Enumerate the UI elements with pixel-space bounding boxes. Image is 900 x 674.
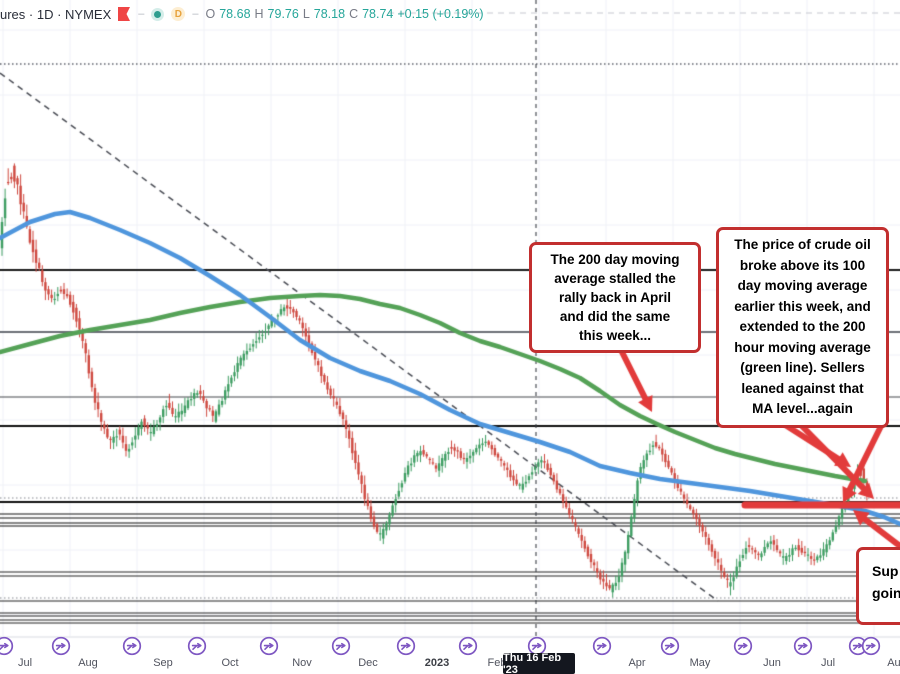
change-value: +0.15 (+0.19%): [397, 7, 484, 21]
contract-rollover-icon[interactable]: [396, 636, 416, 656]
contract-rollover-icon[interactable]: [187, 636, 207, 656]
contract-rollover-icon[interactable]: [259, 636, 279, 656]
interval-badge-icon[interactable]: D: [171, 7, 186, 21]
month-label: Sep: [153, 657, 173, 669]
month-label: Aug: [78, 657, 98, 669]
time-axis[interactable]: Thu 16 Feb '23 Jul Aug Sep Oct Nov Dec 2023 Feb…: [0, 634, 900, 674]
month-label: Jul: [17, 657, 33, 669]
date-tooltip: Thu 16 Feb '23: [503, 652, 575, 674]
low-value: 78.18: [313, 7, 346, 21]
month-label: Jul: [820, 657, 836, 669]
contract-rollover-icon[interactable]: [592, 636, 612, 656]
annotation-note-200dma[interactable]: The 200 day moving average stalled the r…: [529, 242, 701, 353]
month-label: Jun: [763, 657, 781, 669]
contract-rollover-icon[interactable]: [458, 636, 478, 656]
open-value: 78.68: [219, 7, 251, 21]
separator-dash: –: [192, 8, 199, 20]
contract-rollover-icon[interactable]: [861, 636, 881, 656]
annotation-note-breakout[interactable]: The price of crude oil broke above its 1…: [716, 227, 889, 428]
contract-rollover-icon[interactable]: [122, 636, 142, 656]
ohlc-readout: O 78.68 H 79.76 L 78.18 C 78.74 +0.15 (+0.19…: [206, 7, 484, 21]
annotation-note-support-clipped[interactable]: Sup goin: [856, 547, 900, 625]
contract-rollover-icon[interactable]: [733, 636, 753, 656]
month-label: Oct: [221, 657, 239, 669]
contract-rollover-icon[interactable]: [0, 636, 14, 656]
contract-rollover-icon[interactable]: [331, 636, 351, 656]
month-label: May: [689, 657, 711, 669]
month-label: 2023: [424, 657, 450, 669]
month-label: Aug: [887, 657, 900, 669]
contract-rollover-icon[interactable]: [51, 636, 71, 656]
close-label: C: [349, 7, 359, 21]
close-value: 78.74: [362, 7, 394, 21]
flag-icon[interactable]: [118, 7, 131, 21]
month-label: Apr: [628, 657, 646, 669]
month-label: Feb: [487, 657, 507, 669]
separator-dash: –: [138, 8, 145, 20]
contract-rollover-icon[interactable]: [793, 636, 813, 656]
high-value: 79.76: [267, 7, 299, 21]
month-label: Dec: [358, 657, 378, 669]
symbol-title: ures · 1D · NYMEX: [0, 6, 112, 22]
high-label: H: [254, 7, 264, 21]
open-label: O: [205, 7, 216, 21]
idea-dot-icon[interactable]: [151, 7, 165, 21]
low-label: L: [302, 7, 310, 21]
month-label: Nov: [292, 657, 312, 669]
contract-rollover-icon[interactable]: [660, 636, 680, 656]
